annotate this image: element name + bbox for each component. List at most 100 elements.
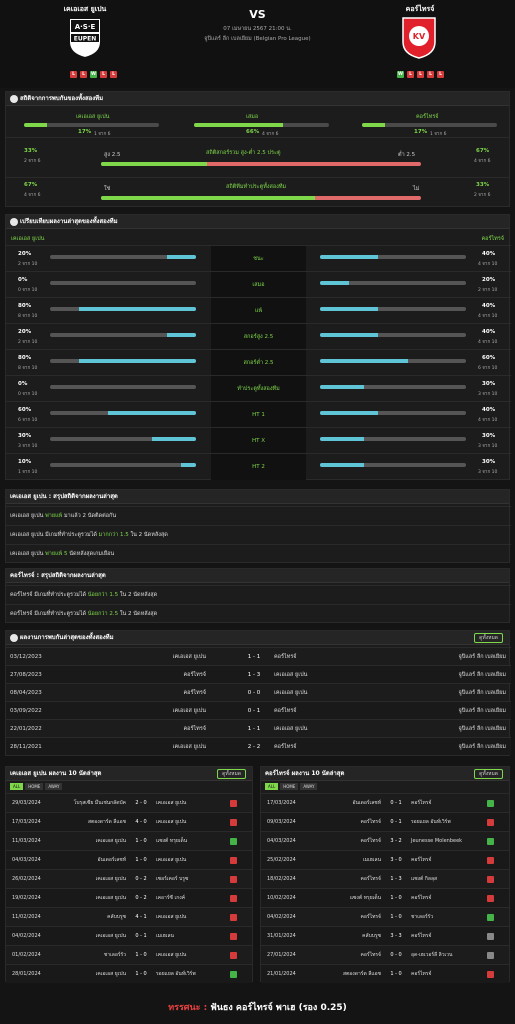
away-last10-title: คอร์ไทรจ์ ผลงาน 10 นัดล่าสุด bbox=[265, 770, 345, 777]
cell-s: 1 - 3 bbox=[247, 672, 261, 678]
list-item[interactable]: 18/02/2024 คอร์ไทรจ์ 1 - 3 แซงต์ กิลลุส bbox=[261, 869, 509, 888]
list-item[interactable]: 31/01/2024 คลับบรูซ 3 - 3 คอร์ไทรจ์ bbox=[261, 926, 509, 945]
table-row[interactable]: 22/01/2022 คอร์ไทรจ์ 1 - 1 เคเอเอส ยูเปน จูป… bbox=[6, 719, 511, 737]
football-icon bbox=[10, 95, 18, 103]
home-bar bbox=[50, 281, 196, 285]
away-pct: 20% bbox=[482, 277, 496, 283]
cell-a: เคเอเอส ยูเปน bbox=[274, 726, 308, 732]
tab-away[interactable]: AWAY bbox=[300, 783, 318, 790]
away-bar bbox=[320, 411, 466, 415]
result-icon bbox=[230, 819, 237, 826]
h2h-summary: เคเอเอส ยูเปน เสมอ คอร์ไทรจ์ 17% 1 จาก 6… bbox=[6, 107, 509, 138]
away-team: คอร์ไทรจ์ bbox=[411, 857, 432, 863]
list-item[interactable]: 01/02/2024 ชาเลอร์รัว 1 - 0 เคเอเอส ยูเปน bbox=[6, 945, 252, 964]
list-item[interactable]: 27/01/2024 คอร์ไทรจ์ 0 - 0 อุด-เฮเวอร์ลี ลิ… bbox=[261, 945, 509, 964]
home-pct: 0% bbox=[18, 381, 28, 387]
ou-bar bbox=[101, 162, 421, 166]
form-badge: L bbox=[70, 71, 77, 78]
away-pct: 40% bbox=[482, 251, 496, 257]
form-badge: L bbox=[407, 71, 414, 78]
compare-label: แพ้ bbox=[211, 298, 306, 324]
list-item[interactable]: 26/02/2024 เคเอเอส ยูเปน 0 - 2 เซอร์เคอร์ บ… bbox=[6, 869, 252, 888]
away-team: แซงต์ กิลลุส bbox=[411, 876, 438, 882]
ou-summary: 33% 2 จาก 6 สูง 2.5 สถิติสกอร์รวม สูง-ต่… bbox=[6, 146, 509, 174]
list-item[interactable]: 19/02/2024 เคเอเอส ยูเปน 0 - 2 เคอาร์ซี เกง… bbox=[6, 888, 252, 907]
cell-h: คอร์ไทรจ์ bbox=[183, 672, 206, 678]
h2h-draw-sub: 4 จาก 6 bbox=[262, 132, 279, 137]
score: 0 - 1 bbox=[390, 819, 402, 825]
cell-s: 1 - 1 bbox=[247, 726, 261, 732]
list-item[interactable]: 17/03/2024 สตองดาร์ด ลีแอช 4 - 0 เคเอเอส ยู… bbox=[6, 812, 252, 831]
prediction-label: ทรรศนะ : bbox=[168, 1003, 208, 1013]
cell-l: จูปิแลร์ ลีก เบลเยียม bbox=[458, 744, 506, 750]
list-item[interactable]: 29/03/2024 โบรุสเซีย มึนเช่นกลัดบัค 2 - 0 เ… bbox=[6, 793, 252, 812]
home-team: คลับบรูซ bbox=[107, 914, 126, 920]
table-row[interactable]: 28/11/2021 เคเอเอส ยูเปน 2 - 2 คอร์ไทรจ์ จูป… bbox=[6, 737, 511, 755]
list-item[interactable]: 04/02/2024 คอร์ไทรจ์ 1 - 0 ชาเลอร์รัว bbox=[261, 907, 509, 926]
away-bar bbox=[320, 281, 466, 285]
h2h-away-pct: 17% bbox=[414, 129, 428, 135]
away-pct: 30% bbox=[482, 459, 496, 465]
compare-label: HT 1 bbox=[211, 402, 306, 428]
list-item[interactable]: 09/03/2024 คอร์ไทรจ์ 0 - 1 รอยแยล อันท์เวิร… bbox=[261, 812, 509, 831]
match-date: 29/03/2024 bbox=[12, 800, 41, 806]
compare-card: เปรียบเทียบผลงานล่าสุดของทั้งสองทีม เคเอ… bbox=[5, 214, 511, 480]
tab-away[interactable]: AWAY bbox=[45, 783, 63, 790]
home-team: คอร์ไทรจ์ bbox=[360, 952, 381, 958]
home-team: โบรุสเซีย มึนเช่นกลัดบัค bbox=[73, 800, 126, 806]
list-item[interactable]: 28/01/2024 เคเอเอส ยูเปน 1 - 0 รอยแยล อันท์… bbox=[6, 964, 252, 983]
list-item[interactable]: 04/02/2024 เคเอเอส ยูเปน 0 - 1 เมเฮเลน bbox=[6, 926, 252, 945]
btts-bar bbox=[101, 196, 421, 200]
away-summary-card: คอร์ไทรจ์ : สรุปสถิติจากผลงานล่าสุด คอร์… bbox=[5, 568, 511, 623]
list-item[interactable]: 10/02/2024 แซงต์ ทรุยเด็น 1 - 0 คอร์ไทรจ์ bbox=[261, 888, 509, 907]
view-all-button[interactable]: ดูทั้งหมด bbox=[474, 769, 503, 779]
tab-home[interactable]: HOME bbox=[280, 783, 299, 790]
home-team: อันเดอร์เลชท์ bbox=[97, 857, 126, 863]
list-item[interactable]: 11/02/2024 คลับบรูซ 4 - 1 เคเอเอส ยูเปน bbox=[6, 907, 252, 926]
table-row[interactable]: 27/08/2023 คอร์ไทรจ์ 1 - 3 เคเอเอส ยูเปน จูป… bbox=[6, 665, 511, 683]
table-row[interactable]: 03/12/2023 เคเอเอส ยูเปน 1 - 1 คอร์ไทรจ์ จูป… bbox=[6, 647, 511, 665]
away-team: เคเอเอส ยูเปน bbox=[156, 857, 187, 863]
view-all-button[interactable]: ดูทั้งหมด bbox=[474, 633, 503, 643]
home-bar bbox=[50, 255, 196, 259]
tab-home[interactable]: HOME bbox=[25, 783, 44, 790]
vs-label: VS bbox=[249, 8, 266, 21]
cell-d: 08/04/2023 bbox=[10, 690, 42, 696]
away-team-name[interactable]: คอร์ไทรจ์ bbox=[405, 5, 435, 13]
score: 1 - 3 bbox=[390, 876, 402, 882]
ou-right-pct: 67% bbox=[476, 148, 490, 154]
away-sub: 3 จาก 10 bbox=[478, 444, 498, 449]
home-sub: 1 จาก 10 bbox=[18, 470, 38, 475]
list-item[interactable]: 25/02/2024 เมเฮเลน 3 - 0 คอร์ไทรจ์ bbox=[261, 850, 509, 869]
away-pct: 40% bbox=[482, 303, 496, 309]
result-icon bbox=[230, 838, 237, 845]
cell-d: 03/09/2022 bbox=[10, 708, 42, 714]
result-icon bbox=[487, 971, 494, 978]
away-team: ชาเลอร์รัว bbox=[411, 914, 434, 920]
home-summary-row: เคเอเอส ยูเปน พ่ายแพ้ มาแล้ว 2 นัดติดต่อ… bbox=[6, 506, 511, 524]
away-crest: KV bbox=[402, 17, 436, 59]
view-all-button[interactable]: ดูทั้งหมด bbox=[217, 769, 246, 779]
list-item[interactable]: 11/03/2024 เคเอเอส ยูเปน 1 - 0 แซงต์ ทรุยเด… bbox=[6, 831, 252, 850]
list-item[interactable]: 17/03/2024 อันเดอร์เลชท์ 0 - 1 คอร์ไทรจ์ bbox=[261, 793, 509, 812]
h2h-draw-label: เสมอ bbox=[246, 114, 259, 120]
table-row[interactable]: 08/04/2023 คอร์ไทรจ์ 0 - 0 เคเอเอส ยูเปน จูป… bbox=[6, 683, 511, 701]
match-date: 17/03/2024 bbox=[267, 800, 296, 806]
home-pct: 80% bbox=[18, 355, 32, 361]
list-item[interactable]: 21/01/2024 สตองดาร์ด ลีแอช 1 - 0 คอร์ไทรจ์ bbox=[261, 964, 509, 983]
cell-l: จูปิแลร์ ลีก เบลเยียม bbox=[458, 690, 506, 696]
home-pct: 80% bbox=[18, 303, 32, 309]
tab-all[interactable]: ALL bbox=[10, 783, 24, 790]
match-date: 25/02/2024 bbox=[267, 857, 296, 863]
score: 0 - 2 bbox=[135, 876, 147, 882]
home-sub: 0 จาก 10 bbox=[18, 288, 38, 293]
home-team-name[interactable]: เคเอเอส ยูเปน bbox=[63, 5, 107, 13]
list-item[interactable]: 04/03/2024 คอร์ไทรจ์ 3 - 2 Jeunesse Molenbe… bbox=[261, 831, 509, 850]
cell-h: เคเอเอส ยูเปน bbox=[172, 744, 206, 750]
table-row[interactable]: 03/09/2022 เคเอเอส ยูเปน 0 - 1 คอร์ไทรจ์ จูป… bbox=[6, 701, 511, 719]
score: 1 - 0 bbox=[390, 914, 402, 920]
btts-yes-label: ใช่ bbox=[104, 186, 111, 192]
tab-all[interactable]: ALL bbox=[265, 783, 279, 790]
list-item[interactable]: 04/03/2024 อันเดอร์เลชท์ 1 - 0 เคเอเอส ยูเป… bbox=[6, 850, 252, 869]
away-bar bbox=[320, 463, 466, 467]
